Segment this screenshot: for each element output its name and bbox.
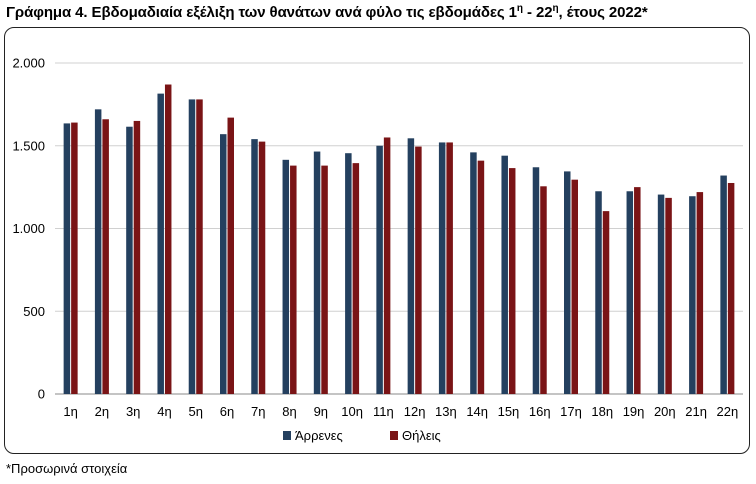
bar-male [63,123,71,394]
legend-swatch-female [390,431,398,440]
bar-female [321,165,328,394]
bar-male [126,126,133,394]
bar-female [71,122,78,394]
x-tick-label: 7η [251,404,265,419]
chart-frame [4,27,750,454]
y-tick-label: 1.000 [12,221,45,236]
footnote: *Προσωρινά στοιχεία [6,461,128,476]
bar-male [157,93,164,395]
bar-male [564,171,571,394]
x-tick-label: 4η [157,404,171,419]
bar-female [602,211,610,394]
bar-male [282,159,290,394]
bar-female [133,120,141,395]
bar-female [383,137,391,394]
x-tick-label: 1η [63,404,77,419]
bar-female [352,163,360,394]
bar-male [720,175,727,394]
x-tick-label: 12η [404,404,426,419]
bar-male [532,167,540,394]
legend-swatch-male [283,431,291,440]
x-tick-label: 6η [220,404,234,419]
bar-female [290,165,297,394]
bar-female [508,168,516,394]
x-tick-label: 8η [282,404,296,419]
bar-male [626,191,634,394]
bar-male [345,153,352,394]
bar-female [696,192,704,394]
x-tick-label: 3η [126,404,140,419]
title-sup-1: η [516,3,523,14]
bar-male [376,145,383,394]
x-tick-label: 20η [654,404,676,419]
bar-female [446,142,453,394]
x-tick-label: 10η [341,404,363,419]
x-tick-label: 13η [435,404,457,419]
x-tick-label: 2η [95,404,109,419]
legend-label-male: Άρρενες [295,428,343,443]
bar-female [571,179,578,394]
bar-female [477,160,485,394]
y-tick-label: 500 [23,304,45,319]
title-end: , έτους 2022* [558,4,648,21]
x-tick-label: 22η [717,404,739,419]
bar-male [220,134,227,395]
bar-female [727,182,735,394]
bar-female [164,84,172,394]
bar-male [595,191,602,394]
bar-male [407,138,415,394]
bar-male [313,151,321,394]
bar-female [634,187,641,394]
bar-female [196,99,203,394]
bar-female [540,186,547,394]
bar-female [102,119,109,395]
x-tick-label: 19η [623,404,645,419]
x-tick-label: 5η [188,404,202,419]
bar-female [258,141,266,394]
bar-male [501,155,508,394]
bar-male [657,194,665,394]
bar-male [689,196,696,394]
bar-female [415,146,422,394]
legend-label-female: Θήλεις [402,428,441,443]
title-main: Γράφημα 4. Εβδομαδιαία εξέλιξη των θανάτ… [6,4,517,21]
x-tick-label: 15η [498,404,520,419]
x-tick-label: 17η [560,404,582,419]
bar-male [94,109,102,394]
title-mid: - 22 [522,4,553,21]
bar-male [438,142,446,394]
bar-female [665,197,672,394]
x-tick-label: 11η [373,404,394,419]
x-tick-label: 14η [466,404,488,419]
title-sup-2: η [552,3,559,14]
chart-title: Γράφημα 4. Εβδομαδιαία εξέλιξη των θανάτ… [6,3,648,21]
x-tick-label: 16η [529,404,551,419]
bar-male [470,152,477,394]
x-tick-label: 21η [685,404,707,419]
bar-male [251,139,258,394]
y-tick-label: 0 [38,387,45,402]
bar-male [188,99,196,394]
y-tick-label: 2.000 [12,56,45,71]
x-tick-label: 9η [314,404,328,419]
y-tick-label: 1.500 [12,138,45,153]
x-tick-label: 18η [591,404,613,419]
bar-female [227,117,234,395]
